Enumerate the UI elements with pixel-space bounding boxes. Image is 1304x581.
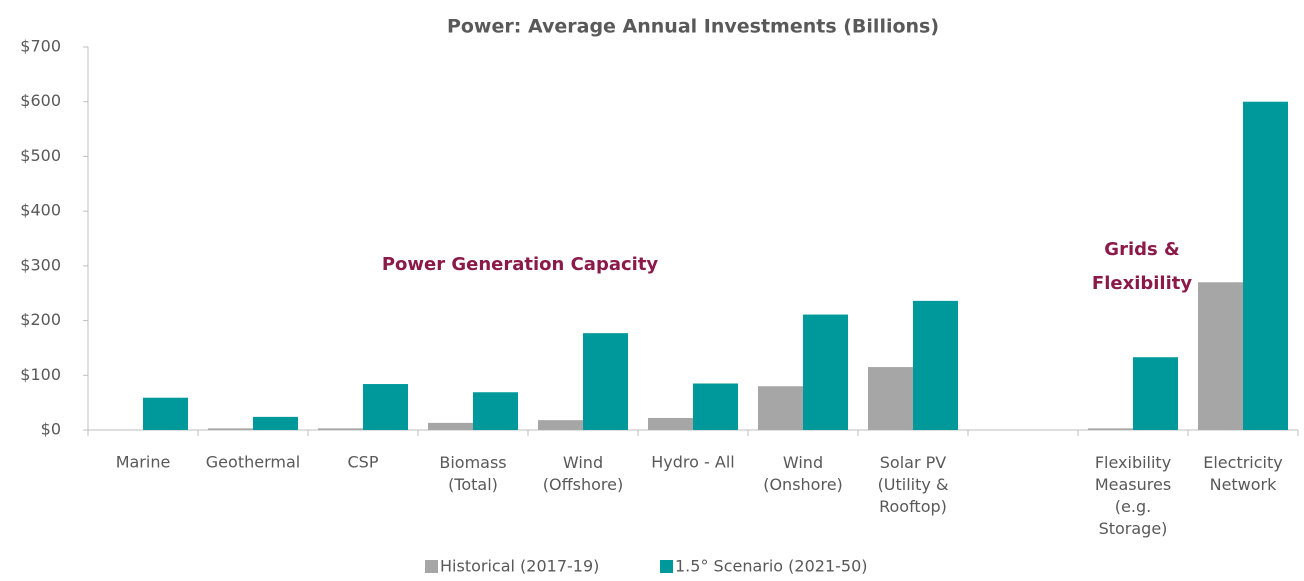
bar	[1133, 357, 1178, 430]
y-tick-label: $700	[20, 37, 61, 56]
x-tick-label: Wind (Offshore)	[543, 453, 623, 494]
bar	[428, 422, 473, 430]
x-tick-label: Marine	[116, 453, 171, 472]
x-tick-label: Flexibility Measures (e.g. Storage)	[1095, 453, 1171, 538]
y-tick-label: $100	[20, 365, 61, 384]
bar	[693, 383, 738, 430]
y-tick-label: $200	[20, 310, 61, 329]
bar	[1198, 282, 1243, 430]
legend-label: 1.5° Scenario (2021-50)	[675, 557, 868, 576]
chart-title: Power: Average Annual Investments (Billi…	[447, 16, 939, 38]
bar	[538, 420, 583, 430]
bar	[803, 314, 848, 430]
x-tick-label: CSP	[348, 453, 379, 472]
y-tick-label: $400	[20, 201, 61, 220]
bar	[913, 300, 958, 430]
annotation: Power Generation Capacity	[382, 254, 659, 275]
x-tick-label: Electricity Network	[1203, 453, 1282, 494]
x-tick-label: Wind (Onshore)	[763, 453, 843, 494]
legend-swatch	[660, 560, 673, 573]
bar	[143, 397, 188, 430]
y-tick-label: $300	[20, 255, 61, 274]
bar	[1088, 428, 1133, 430]
x-tick-label: Hydro - All	[651, 453, 734, 472]
bar	[583, 333, 628, 430]
bar	[758, 386, 803, 430]
bar	[1243, 101, 1288, 430]
bar	[363, 384, 408, 430]
legend-label: Historical (2017-19)	[440, 557, 599, 576]
x-tick-label: Biomass (Total)	[439, 453, 506, 494]
legend-swatch	[425, 560, 438, 573]
bar	[208, 428, 253, 430]
y-tick-label: $0	[41, 420, 61, 439]
y-tick-label: $500	[20, 146, 61, 165]
bar	[253, 416, 298, 430]
y-tick-label: $600	[20, 91, 61, 110]
x-tick-label: Geothermal	[206, 453, 300, 472]
x-tick-label: Solar PV (Utility & Rooftop)	[878, 453, 949, 516]
bar	[868, 367, 913, 430]
annotation: Grids & Flexibility	[1092, 239, 1192, 294]
bar	[648, 417, 693, 430]
bar	[473, 392, 518, 430]
bar	[318, 428, 363, 430]
